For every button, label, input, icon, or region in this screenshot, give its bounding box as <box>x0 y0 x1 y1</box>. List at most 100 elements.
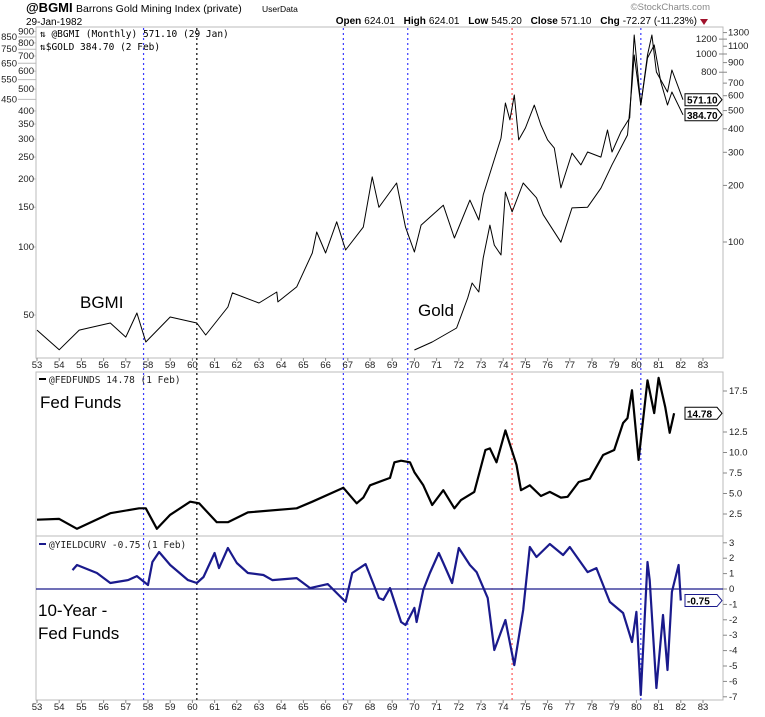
x-tick-label: 82 <box>676 360 687 371</box>
x-tick-label: 59 <box>165 702 176 713</box>
chg-label: Chg <box>600 16 619 27</box>
x-tick-label: 58 <box>143 702 154 713</box>
bgmi-value-tag: 571.10 <box>684 93 723 107</box>
fedfunds-tick-label: 12.5 <box>729 427 748 438</box>
x-tick-label: 65 <box>298 360 309 371</box>
x-tick-label: 83 <box>698 702 709 713</box>
yieldcurve-tick-label: -1 <box>729 599 737 610</box>
gold-value-tag: 384.70 <box>684 108 723 122</box>
y-left-tick-label: 200 <box>18 174 34 185</box>
y-left-tick-label: 800 <box>18 38 34 49</box>
y-right-tick-label: 200 <box>728 180 744 191</box>
yieldcurve-tick-label: 0 <box>729 584 734 595</box>
x-tick-label: 63 <box>254 360 265 371</box>
x-tick-label: 71 <box>431 702 442 713</box>
yieldcurve-tick-label: 2 <box>729 553 734 564</box>
legend-fedfunds-swatch <box>39 378 46 380</box>
bgmi-tag-label: 571.10 <box>687 96 718 107</box>
x-tick-label: 53 <box>32 360 43 371</box>
x-tick-label: 71 <box>431 360 442 371</box>
x-tick-label: 54 <box>54 702 65 713</box>
x-tick-label: 62 <box>232 360 243 371</box>
x-tick-label: 68 <box>365 360 376 371</box>
x-tick-label: 74 <box>498 702 509 713</box>
x-tick-label: 67 <box>343 360 354 371</box>
x-tick-label: 78 <box>587 702 598 713</box>
y-left-tick-label: 900 <box>18 26 34 37</box>
gold-tag-box <box>684 108 723 122</box>
x-tick-label: 74 <box>498 360 509 371</box>
y-left-tick-label: 500 <box>18 84 34 95</box>
bgmi-line <box>36 34 684 351</box>
y-left-tick-label: 400 <box>18 106 34 117</box>
data-source: UserData <box>262 4 298 14</box>
down-arrow-icon <box>700 19 708 25</box>
y-left-tick-label: 250 <box>18 152 34 163</box>
yieldcurve-tick-label: -7 <box>729 692 737 703</box>
yieldcurve-tick-label: -4 <box>729 646 737 657</box>
legend-yieldcurve-swatch <box>39 543 46 545</box>
y-right-tick-label: 900 <box>728 58 744 69</box>
x-tick-label: 73 <box>476 702 487 713</box>
date-label: 29-Jan-1982 <box>26 17 83 28</box>
x-tick-label: 73 <box>476 360 487 371</box>
close-value: 571.10 <box>561 16 592 27</box>
x-tick-label: 57 <box>121 360 132 371</box>
y-right-tick-label: 1000 <box>696 49 717 60</box>
legend-gold-icon: ⇅ <box>40 42 46 53</box>
x-tick-label: 66 <box>320 360 331 371</box>
x-tick-label: 78 <box>587 360 598 371</box>
fedfunds-tick-label: 17.5 <box>729 386 748 397</box>
low-value: 545.20 <box>491 16 522 27</box>
x-tick-label: 59 <box>165 360 176 371</box>
y-right-tick-label: 100 <box>728 237 744 248</box>
ohlc-summary: Open 624.01 High 624.01 Low 545.20 Close 571… <box>336 16 697 27</box>
yieldcurve-tag-label: -0.75 <box>687 597 710 608</box>
high-value: 624.01 <box>429 16 460 27</box>
fedfunds-tick-label: 7.5 <box>729 468 742 479</box>
x-tick-label: 77 <box>565 702 576 713</box>
gold-line <box>414 44 684 351</box>
x-tick-label: 76 <box>542 702 553 713</box>
y-left-tick-label: 450 <box>1 94 17 105</box>
x-tick-label: 83 <box>698 360 709 371</box>
open-label: Open <box>336 16 362 27</box>
fedfunds-tick-label: 5.0 <box>729 489 742 500</box>
x-tick-label: 77 <box>565 360 576 371</box>
legend-gold: ⇅$GOLD 384.70 (2 Feb) <box>40 42 160 53</box>
x-tick-label: 64 <box>276 702 287 713</box>
x-tick-label: 58 <box>143 360 154 371</box>
x-tick-label: 81 <box>653 360 664 371</box>
y-left-tick-label: 700 <box>18 51 34 62</box>
yieldcurve-tick-label: -3 <box>729 630 737 641</box>
yieldcurve-tick-label: -5 <box>729 661 737 672</box>
y-left-tick-label: 100 <box>18 242 34 253</box>
copyright: ©StockCharts.com <box>631 2 710 13</box>
x-tick-label: 63 <box>254 702 265 713</box>
high-label: High <box>404 16 426 27</box>
y-right-tick-label: 600 <box>728 91 744 102</box>
annotation-yieldcurve-line1: 10-Year - <box>38 601 107 620</box>
y-left-tick-label: 750 <box>1 44 17 55</box>
y-right-tick-label: 500 <box>728 106 744 117</box>
y-left-tick-label: 50 <box>23 310 34 321</box>
legend-yieldcurve: @YIELDCURV -0.75 (1 Feb) <box>49 540 186 551</box>
x-tick-label: 56 <box>98 702 109 713</box>
x-tick-label: 62 <box>232 702 243 713</box>
y-left-tick-label: 300 <box>18 134 34 145</box>
x-tick-label: 79 <box>609 702 620 713</box>
low-label: Low <box>468 16 488 27</box>
y-right-tick-label: 1100 <box>728 41 748 52</box>
x-tick-label: 65 <box>298 702 309 713</box>
fedfunds-panel <box>35 371 724 537</box>
fedfunds-tag-box <box>684 406 723 420</box>
annotation-yieldcurve-line2: Fed Funds <box>38 624 119 643</box>
y-right-tick-label: 400 <box>728 124 744 135</box>
x-tick-label: 82 <box>676 702 687 713</box>
x-tick-label: 61 <box>209 702 220 713</box>
close-label: Close <box>531 16 559 27</box>
bgmi-tag-box <box>684 93 723 107</box>
y-right-tick-label: 300 <box>728 147 744 158</box>
x-tick-label: 55 <box>76 360 87 371</box>
x-tick-label: 55 <box>76 702 87 713</box>
